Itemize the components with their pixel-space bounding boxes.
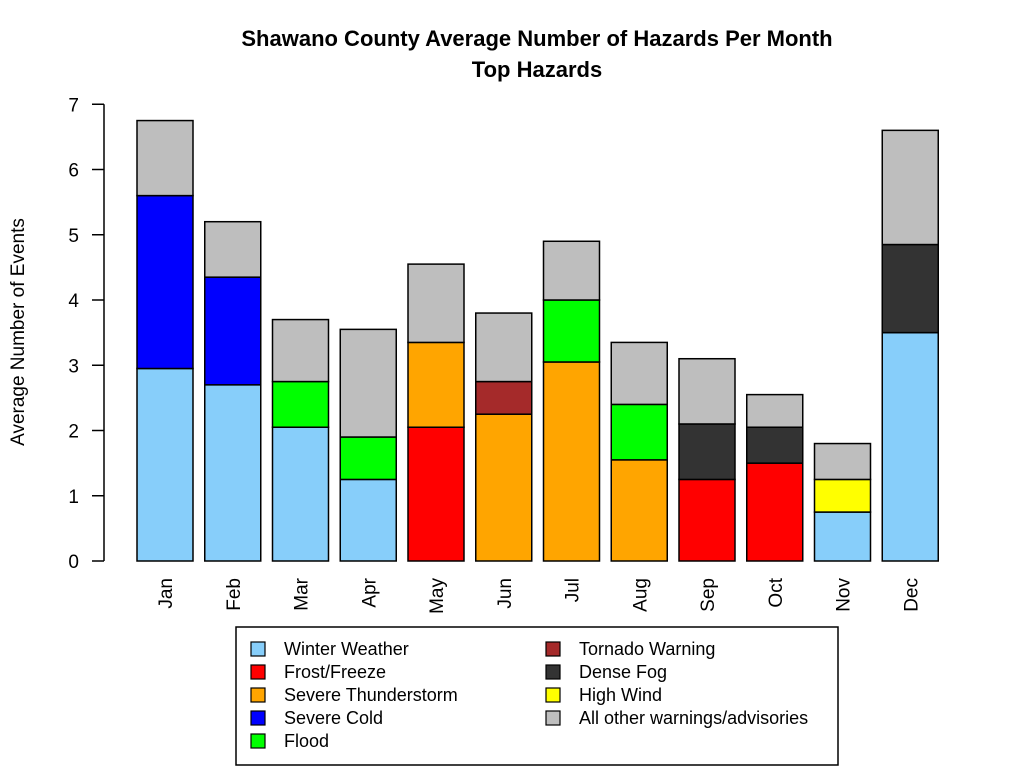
bar-segment-oct-all-other-warnings-advisories [746,393,804,428]
legend-label-high-wind: High Wind [579,685,662,705]
x-tick-label-mar: Mar [292,577,313,610]
bar-segment-mar-flood [271,380,330,428]
bar-segment-mar-all-other-warnings-advisories [271,318,330,383]
y-axis-label: Average Number of Events [8,218,29,446]
bar-segment-sep-frost-freeze [678,478,736,562]
legend-swatch-all-other-warnings-advisories [545,710,561,726]
bar-segment-feb-severe-cold [204,276,262,386]
y-tick-label: 2 [68,422,79,443]
legend: Winter Weather Frost/Freeze Severe Thunder… [235,626,839,766]
bar-segment-may-all-other-warnings-advisories [407,263,465,344]
bar-segment-dec-all-other-warnings-advisories [881,129,939,246]
bar-segment-jul-all-other-warnings-advisories [542,240,601,301]
y-tick-label: 7 [68,95,79,116]
x-tick-label-feb: Feb [224,578,245,611]
bar-segment-sep-all-other-warnings-advisories [678,357,736,425]
bar-segment-nov-winter-weather [813,511,872,562]
bar-segment-aug-severe-thunderstorm [610,459,668,562]
x-tick-label-apr: Apr [359,577,380,607]
bar-segment-sep-dense-fog [678,423,736,481]
bar-segment-nov-all-other-warnings-advisories [813,442,872,481]
chart-title: Shawano County Average Number of Hazards… [241,26,832,51]
bar-segment-jun-tornado-warning [475,380,533,415]
x-tick-label-aug: Aug [630,578,651,612]
y-tick-label: 6 [68,161,79,182]
bar-segment-oct-frost-freeze [746,462,804,562]
bar-segment-jan-winter-weather [136,367,194,562]
x-tick-label-may: May [427,578,448,614]
legend-label-severe-thunderstorm: Severe Thunderstorm [284,685,458,705]
bar-segment-oct-dense-fog [746,426,804,464]
bar-segment-jun-severe-thunderstorm [475,413,533,562]
bar-segment-aug-flood [610,403,668,461]
x-axis-labels: Jan Feb Mar Apr May Jun Jul Aug Sep Oct Nov Dec [156,577,922,614]
bar-segment-aug-all-other-warnings-advisories [610,341,668,406]
bar-segment-dec-winter-weather [881,331,939,562]
legend-label-dense-fog: Dense Fog [579,662,667,682]
chart-subtitle: Top Hazards [472,57,602,82]
bar-segment-jun-all-other-warnings-advisories [475,312,533,383]
x-tick-label-dec: Dec [901,578,922,612]
bar-segment-jul-severe-thunderstorm [542,361,601,562]
legend-swatch-tornado-warning [545,641,561,657]
legend-label-tornado-warning: Tornado Warning [579,639,715,659]
bar-segment-jan-severe-cold [136,194,194,370]
y-axis: 0 1 2 3 4 5 6 7 [68,95,105,573]
bar-segment-feb-all-other-warnings-advisories [204,220,262,278]
legend-swatch-severe-thunderstorm [250,687,266,703]
legend-swatch-flood [250,733,266,749]
legend-swatch-winter-weather [250,641,266,657]
y-tick-label: 5 [68,226,79,247]
bar-segment-apr-flood [339,436,397,481]
legend-box [235,626,839,766]
legend-swatch-frost-freeze [250,664,266,680]
y-tick-label: 3 [68,356,79,377]
bar-segment-may-frost-freeze [407,426,465,562]
legend-label-all-other-warnings-advisories: All other warnings/advisories [579,708,808,728]
bar-segment-dec-dense-fog [881,243,939,334]
legend-label-winter-weather: Winter Weather [284,639,409,659]
x-tick-label-jun: Jun [495,578,516,609]
legend-swatch-dense-fog [545,664,561,680]
bar-segment-nov-high-wind [813,478,872,513]
legend-label-severe-cold: Severe Cold [284,708,383,728]
y-tick-label: 0 [68,552,79,573]
legend-label-frost-freeze: Frost/Freeze [284,662,386,682]
bar-segment-may-severe-thunderstorm [407,341,465,428]
y-tick-label: 1 [68,487,79,508]
legend-label-flood: Flood [284,731,329,751]
bar-segment-mar-winter-weather [271,426,330,562]
x-tick-label-jan: Jan [156,578,177,609]
bar-segment-jan-all-other-warnings-advisories [136,119,194,197]
y-tick-label: 4 [68,291,79,312]
legend-swatch-severe-cold [250,710,266,726]
bars [136,119,939,562]
x-tick-label-jul: Jul [563,578,584,602]
bar-segment-jul-flood [542,299,601,363]
bar-segment-apr-winter-weather [339,478,397,562]
legend-swatch-high-wind [545,687,561,703]
x-tick-label-nov: Nov [834,578,855,612]
x-tick-label-sep: Sep [698,578,719,612]
bar-segment-apr-all-other-warnings-advisories [339,328,397,438]
x-tick-label-oct: Oct [766,577,787,607]
bar-segment-feb-winter-weather [204,384,262,562]
